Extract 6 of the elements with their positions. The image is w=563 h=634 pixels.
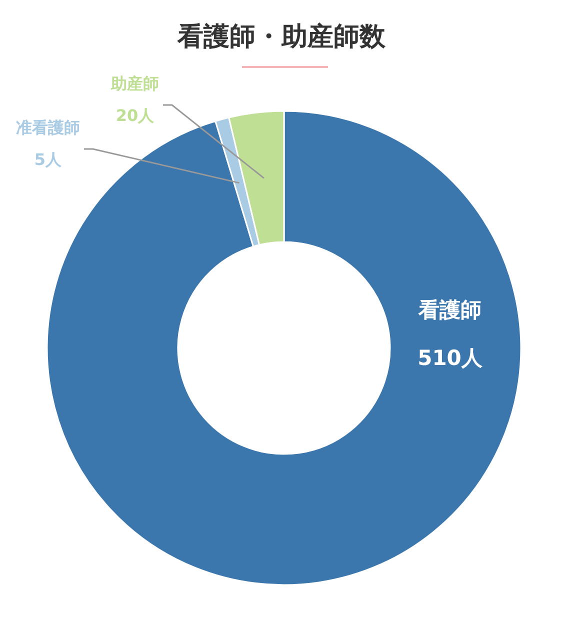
slice-label: 准看護師 [16,118,80,137]
data-label: 5人 [34,150,63,169]
slice-label: 看護師 [418,298,482,322]
data-label: 510人 [418,346,484,370]
chart-title: 看護師・助産師数 [176,22,386,52]
slice-label: 助産師 [110,74,159,93]
